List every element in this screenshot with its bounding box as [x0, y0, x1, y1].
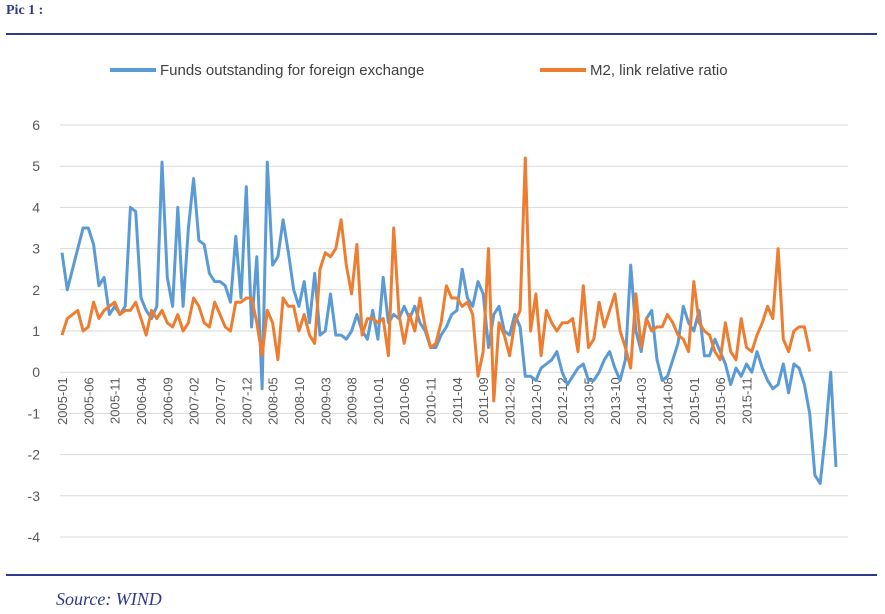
- x-tick-label: 2010-06: [397, 377, 412, 425]
- x-tick-label: 2012-12: [555, 377, 570, 425]
- x-tick-label: 2007-12: [239, 377, 254, 425]
- x-tick-label: 2009-08: [345, 377, 360, 425]
- legend-label: Funds outstanding for foreign exchange: [160, 62, 424, 79]
- x-tick-label: 2005-06: [81, 377, 96, 425]
- x-tick-label: 2011-04: [450, 377, 465, 424]
- y-tick-label: -4: [28, 529, 41, 545]
- x-tick-label: 2015-11: [739, 377, 754, 424]
- x-tick-label: 2008-10: [292, 377, 307, 425]
- x-tick-label: 2012-02: [503, 377, 518, 425]
- x-axis-ticks: 2005-01 2005-06 2005-11 2006-04 2006-09 2007-…: [55, 377, 754, 425]
- x-tick-label: 2014-08: [661, 377, 676, 425]
- x-tick-label: 2010-11: [424, 377, 439, 424]
- x-tick-label: 2005-11: [108, 377, 123, 424]
- y-tick-label: 5: [32, 158, 40, 174]
- x-tick-label: 2011-09: [476, 377, 491, 424]
- x-tick-label: 2005-01: [55, 377, 70, 425]
- y-tick-label: 0: [32, 364, 40, 380]
- x-tick-label: 2015-06: [713, 377, 728, 425]
- figure-label: Pic 1 :: [6, 3, 44, 18]
- chart-series: [60, 156, 838, 485]
- bottom-rule: [6, 574, 877, 576]
- x-tick-label: 2008-05: [266, 377, 281, 425]
- series-line-m2-ratio: [60, 156, 812, 403]
- x-tick-label: 2007-02: [187, 377, 202, 425]
- x-tick-label: 2014-03: [634, 377, 649, 425]
- y-tick-label: 1: [32, 323, 40, 339]
- x-tick-label: 2010-01: [371, 377, 386, 425]
- x-tick-label: 2009-03: [318, 377, 333, 425]
- chart-gridlines: [60, 124, 848, 538]
- x-tick-label: 2013-10: [608, 377, 623, 425]
- y-axis-ticks: 6 5 4 3 2 1 0 -1 -2 -3 -4: [28, 117, 41, 545]
- source-note: Source: WIND: [56, 589, 162, 609]
- y-tick-label: -1: [28, 405, 41, 421]
- x-tick-label: 2006-04: [134, 377, 149, 425]
- chart-legend: Funds outstanding for foreign exchange M2…: [110, 62, 728, 79]
- series-line-funds-outstanding: [60, 160, 838, 485]
- x-tick-label: 2007-07: [213, 377, 228, 425]
- y-tick-label: 4: [32, 199, 40, 215]
- y-tick-label: 3: [32, 241, 40, 257]
- y-tick-label: -3: [28, 488, 41, 504]
- x-tick-label: 2012-07: [529, 377, 544, 425]
- legend-label: M2, link relative ratio: [590, 62, 728, 79]
- top-rule: [6, 33, 877, 35]
- y-tick-label: 2: [32, 282, 40, 298]
- x-tick-label: 2015-01: [687, 377, 702, 425]
- y-tick-label: -2: [28, 447, 41, 463]
- x-tick-label: 2006-09: [160, 377, 175, 425]
- x-tick-label: 2013-05: [582, 377, 597, 425]
- line-chart: Funds outstanding for foreign exchange M2…: [28, 62, 848, 545]
- y-tick-label: 6: [32, 117, 40, 133]
